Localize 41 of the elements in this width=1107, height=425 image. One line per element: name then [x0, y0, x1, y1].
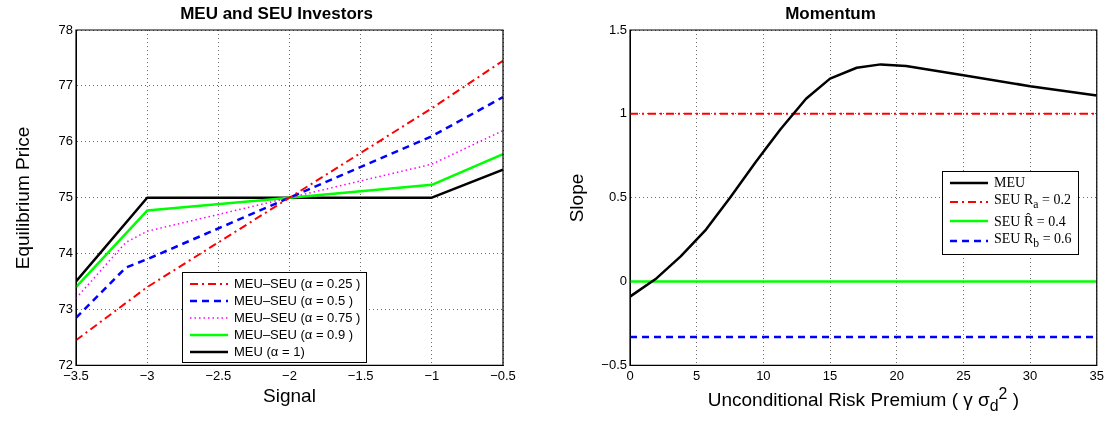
- y-tick-label: 78: [58, 21, 73, 37]
- legend-label: MEU–SEU (α = 0.25 ): [234, 275, 361, 292]
- legend-label: SEU R$_{b}$ = 0.6: [994, 229, 1072, 252]
- x-tick-label: 35: [1089, 367, 1104, 383]
- legend-label: MEU–SEU (α = 0.75 ): [234, 309, 361, 326]
- x-tick-label: −1.5: [347, 367, 374, 383]
- x-tick-label: 25: [956, 367, 971, 383]
- legend-label: MEU–SEU (α = 0.9 ): [234, 326, 354, 343]
- x-tick-label: 10: [756, 367, 771, 383]
- x-tick-label: −3: [139, 367, 155, 383]
- chart-title: MEU and SEU Investors: [180, 4, 373, 23]
- x-tick-label: −2: [282, 367, 297, 383]
- y-tick-label: 1: [619, 105, 627, 121]
- x-tick-label: 5: [693, 367, 701, 383]
- y-tick-label: 0.5: [608, 189, 627, 205]
- y-tick-label: 77: [58, 77, 73, 93]
- x-tick-label: 20: [889, 367, 904, 383]
- x-tick-label: 15: [822, 367, 838, 383]
- y-tick-label: −0.5: [601, 356, 627, 372]
- y-tick-label: 73: [58, 301, 73, 317]
- y-axis-title: Slope: [566, 172, 588, 224]
- x-tick-label: 30: [1022, 367, 1038, 383]
- x-axis-title: Signal: [262, 385, 317, 408]
- x-tick-label: −1: [424, 367, 440, 383]
- y-axis-title: Equilibrium Price: [12, 125, 34, 271]
- y-tick-label: 0: [619, 273, 627, 289]
- legend-label: MEU–SEU (α = 0.5 ): [234, 292, 354, 309]
- x-axis-title: Unconditional Risk Premium ( γ σ$_{d}$$^{2}$ ): [706, 385, 1020, 416]
- y-tick-label: 74: [58, 245, 73, 261]
- legend-label: MEU (α = 1): [234, 343, 305, 360]
- x-tick-label: −0.5: [490, 367, 516, 383]
- x-tick-label: −2.5: [205, 367, 232, 383]
- legend-label: MEU: [994, 174, 1026, 191]
- y-tick-label: 75: [58, 189, 73, 205]
- line-series: [76, 59, 503, 342]
- y-tick-label: 72: [58, 356, 73, 372]
- y-tick-label: 76: [58, 133, 73, 149]
- chart-title: Momentum: [785, 4, 876, 23]
- legend-label: SEU R$_{a}$ = 0.2: [994, 191, 1071, 213]
- legend-label: SEU R̂ = 0.4: [994, 212, 1066, 230]
- y-tick-label: 1.5: [608, 21, 627, 37]
